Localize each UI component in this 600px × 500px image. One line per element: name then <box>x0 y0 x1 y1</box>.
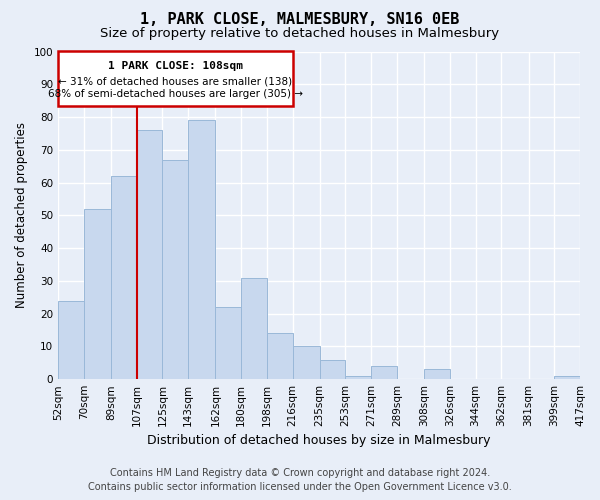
Text: Size of property relative to detached houses in Malmesbury: Size of property relative to detached ho… <box>100 28 500 40</box>
Text: Contains HM Land Registry data © Crown copyright and database right 2024.
Contai: Contains HM Land Registry data © Crown c… <box>88 468 512 492</box>
Bar <box>188 120 215 379</box>
Bar <box>424 370 450 379</box>
Bar <box>163 160 188 379</box>
X-axis label: Distribution of detached houses by size in Malmesbury: Distribution of detached houses by size … <box>147 434 491 448</box>
Text: ← 31% of detached houses are smaller (138): ← 31% of detached houses are smaller (13… <box>58 76 292 86</box>
Bar <box>293 346 320 379</box>
Bar <box>346 376 371 379</box>
Bar <box>554 376 580 379</box>
Text: 1 PARK CLOSE: 108sqm: 1 PARK CLOSE: 108sqm <box>108 62 243 72</box>
Bar <box>58 300 84 379</box>
Bar <box>320 360 346 379</box>
Bar <box>137 130 163 379</box>
Bar <box>84 209 111 379</box>
Bar <box>111 176 137 379</box>
Bar <box>58 52 293 106</box>
Bar <box>215 307 241 379</box>
Text: 68% of semi-detached houses are larger (305) →: 68% of semi-detached houses are larger (… <box>48 89 303 99</box>
Bar <box>371 366 397 379</box>
Bar <box>267 334 293 379</box>
Bar <box>241 278 267 379</box>
Y-axis label: Number of detached properties: Number of detached properties <box>15 122 28 308</box>
Text: 1, PARK CLOSE, MALMESBURY, SN16 0EB: 1, PARK CLOSE, MALMESBURY, SN16 0EB <box>140 12 460 28</box>
